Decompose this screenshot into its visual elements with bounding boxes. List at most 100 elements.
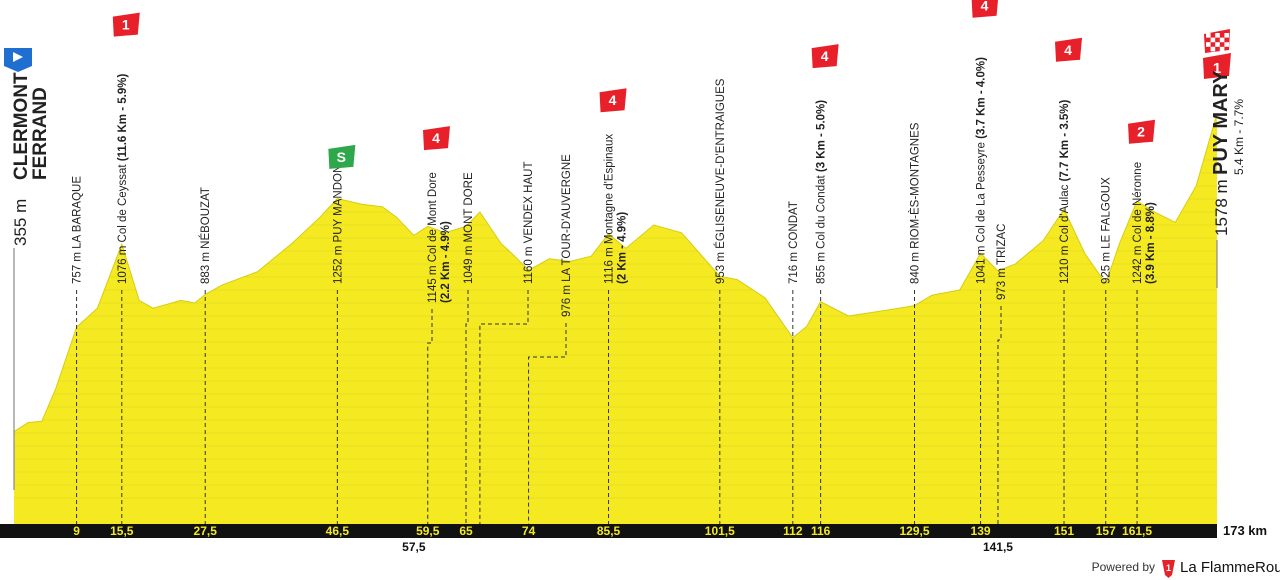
distance-tick-label: 161,5 bbox=[1122, 524, 1152, 538]
checker-square bbox=[1215, 33, 1220, 38]
distance-tick-label: 74 bbox=[522, 524, 536, 538]
waypoint-marker: 757 m LA BARAQUE bbox=[72, 176, 84, 524]
waypoint-marker: 1242 m Col de Néronne (3.9 Km - 8.8%) 2 bbox=[1128, 119, 1157, 524]
badge-label: 4 bbox=[432, 130, 440, 146]
finish-category-badge: 1 bbox=[1203, 53, 1231, 79]
distance-tick-label: 139 bbox=[971, 524, 991, 538]
climb-category-badge: 4 bbox=[1055, 37, 1083, 62]
waypoint-label: 1145 m Col de Mont Dore bbox=[427, 172, 439, 303]
checker-square bbox=[1219, 37, 1225, 43]
checker-square bbox=[1210, 46, 1216, 52]
waypoint-label: 1252 m PUY MANDON bbox=[332, 165, 344, 284]
finish-marker: 1 1578 m PUY MARY 5.4 Km - 7.7% bbox=[1203, 29, 1246, 288]
checker-square bbox=[1224, 42, 1229, 47]
start-name-line1: CLERMONT bbox=[11, 72, 32, 180]
waypoint-label: 1076 m Col de Ceyssat (11.6 Km - 5.9%) bbox=[117, 74, 129, 284]
waypoint-marker: 1041 m Col de La Pesseyre (3.7 Km - 4.0%… bbox=[971, 0, 998, 524]
distance-tick-label: 129,5 bbox=[899, 524, 929, 538]
badge-label: 4 bbox=[981, 0, 989, 14]
climb-category-badge: 2 bbox=[1128, 119, 1156, 144]
branding: Powered by 1 La FlammeRouge bbox=[1092, 559, 1280, 578]
waypoint-marker: 1145 m Col de Mont Dore (2.2 Km - 4.9%) 4 bbox=[423, 126, 452, 524]
checker-square bbox=[1219, 46, 1225, 52]
waypoint-label: 840 m RIOM-ÈS-MONTAGNES bbox=[909, 122, 922, 284]
waypoint-climb-detail: (2 Km - 4.9%) bbox=[617, 212, 629, 284]
flamme-rouge-logo-icon: 1 bbox=[1162, 560, 1175, 578]
finish-name: PUY MARY bbox=[1210, 70, 1232, 175]
distance-tick-label: 9 bbox=[73, 524, 80, 538]
badge-label: 4 bbox=[609, 92, 617, 108]
climb-category-badge: 4 bbox=[599, 88, 627, 113]
distance-tick-label: 57,5 bbox=[402, 540, 426, 554]
climb-category-badge: 4 bbox=[971, 0, 998, 18]
distance-tick-label: 157 bbox=[1096, 524, 1116, 538]
waypoint-marker: 976 m LA TOUR-D'AUVERGNE bbox=[528, 154, 573, 524]
waypoint-label: 1041 m Col de La Pesseyre (3.7 Km - 4.0%… bbox=[976, 57, 988, 284]
waypoint-marker: 925 m LE FALGOUX bbox=[1101, 177, 1113, 524]
powered-by-text: Powered by bbox=[1092, 560, 1155, 574]
total-distance-label: 173 km bbox=[1223, 523, 1267, 538]
waypoint-label: 716 m CONDAT bbox=[788, 201, 800, 284]
checker-square bbox=[1215, 42, 1220, 47]
waypoint-marker: 1049 m MONT DORE bbox=[463, 172, 475, 524]
distance-tick-label: 59,5 bbox=[416, 524, 440, 538]
waypoint-leader bbox=[528, 323, 567, 524]
waypoint-label: 757 m LA BARAQUE bbox=[72, 176, 84, 284]
start-name-line2: FERRAND bbox=[30, 87, 51, 180]
waypoint-leader bbox=[479, 290, 529, 524]
distance-tick-label: 101,5 bbox=[705, 524, 735, 538]
climb-category-badge: 1 bbox=[112, 12, 140, 37]
logo-digit: 1 bbox=[1166, 563, 1171, 573]
waypoint-marker: 855 m Col du Condat (3 Km - 5.0%) 4 bbox=[811, 44, 839, 524]
brand-name: La FlammeRouge bbox=[1180, 559, 1280, 576]
finish-checkered-icon bbox=[1204, 29, 1230, 53]
badge-label: 4 bbox=[1064, 42, 1072, 58]
waypoint-leader bbox=[427, 309, 433, 524]
waypoint-climb-detail: (2.2 Km - 4.9%) bbox=[440, 221, 452, 303]
waypoint-leader bbox=[465, 290, 469, 524]
distance-tick-label: 85,5 bbox=[597, 524, 621, 538]
waypoint-label: 1160 m VENDEX HAUT bbox=[523, 162, 535, 285]
distance-tick-label: 27,5 bbox=[194, 524, 218, 538]
badge-label: 2 bbox=[1137, 124, 1145, 140]
climb-category-badge: 4 bbox=[423, 126, 450, 151]
distance-zero-label: 0 bbox=[4, 524, 11, 538]
waypoint-label: 976 m LA TOUR-D'AUVERGNE bbox=[561, 154, 573, 317]
checker-square bbox=[1206, 42, 1211, 47]
distance-ticks-layer: 9 15,5 27,5 46,5 57,5 59,5 65 74 85,5 101,5 112 116… bbox=[4, 523, 1267, 554]
waypoint-climb-detail: (3.9 Km - 8.8%) bbox=[1145, 202, 1157, 284]
climb-category-badge: 4 bbox=[811, 44, 839, 69]
distance-tick-label: 141,5 bbox=[983, 540, 1013, 554]
waypoint-marker: 973 m TRIZAC bbox=[996, 224, 1008, 524]
badge-label: S bbox=[337, 149, 346, 165]
waypoint-label: 855 m Col du Condat (3 Km - 5.0%) bbox=[816, 100, 828, 284]
badge-label: 4 bbox=[821, 48, 829, 64]
distance-tick-label: 116 bbox=[811, 524, 831, 538]
finish-altitude: 1578 m bbox=[1212, 179, 1231, 236]
waypoint-marker: 953 m ÉGLISENEUVE-D'ENTRAIGUES bbox=[714, 78, 727, 524]
distance-tick-label: 65 bbox=[459, 524, 473, 538]
checker-square bbox=[1206, 33, 1211, 38]
distance-axis-bar bbox=[0, 524, 1217, 538]
start-marker: 355 m CLERMONT FERRAND bbox=[4, 48, 51, 490]
elevation-profile-outline bbox=[13, 113, 1218, 433]
waypoint-label: 1049 m MONT DORE bbox=[463, 172, 475, 284]
waypoint-marker: 1160 m VENDEX HAUT bbox=[479, 162, 535, 524]
distance-tick-label: 46,5 bbox=[326, 524, 350, 538]
checker-square bbox=[1224, 33, 1229, 38]
waypoint-label: 883 m NÉBOUZAT bbox=[199, 187, 212, 284]
badge-label: 1 bbox=[122, 17, 130, 33]
waypoint-label: 925 m LE FALGOUX bbox=[1101, 177, 1113, 284]
waypoint-marker: 1076 m Col de Ceyssat (11.6 Km - 5.9%) 1 bbox=[112, 12, 140, 524]
waypoint-leader bbox=[997, 306, 1002, 524]
sprint-badge: S bbox=[328, 144, 356, 169]
waypoint-marker: 1116 m Montagne d'Espinaux (2 Km - 4.9%) 4 bbox=[599, 88, 629, 524]
start-altitude: 355 m bbox=[11, 199, 30, 246]
waypoint-marker: 716 m CONDAT bbox=[788, 201, 800, 524]
waypoint-marker: 1210 m Col d'Aulac (7.7 Km - 3.5%) 4 bbox=[1055, 37, 1083, 524]
waypoint-label: 973 m TRIZAC bbox=[996, 224, 1008, 300]
waypoint-label: 1242 m Col de Néronne bbox=[1132, 162, 1144, 284]
waypoint-label: 953 m ÉGLISENEUVE-D'ENTRAIGUES bbox=[714, 78, 727, 284]
